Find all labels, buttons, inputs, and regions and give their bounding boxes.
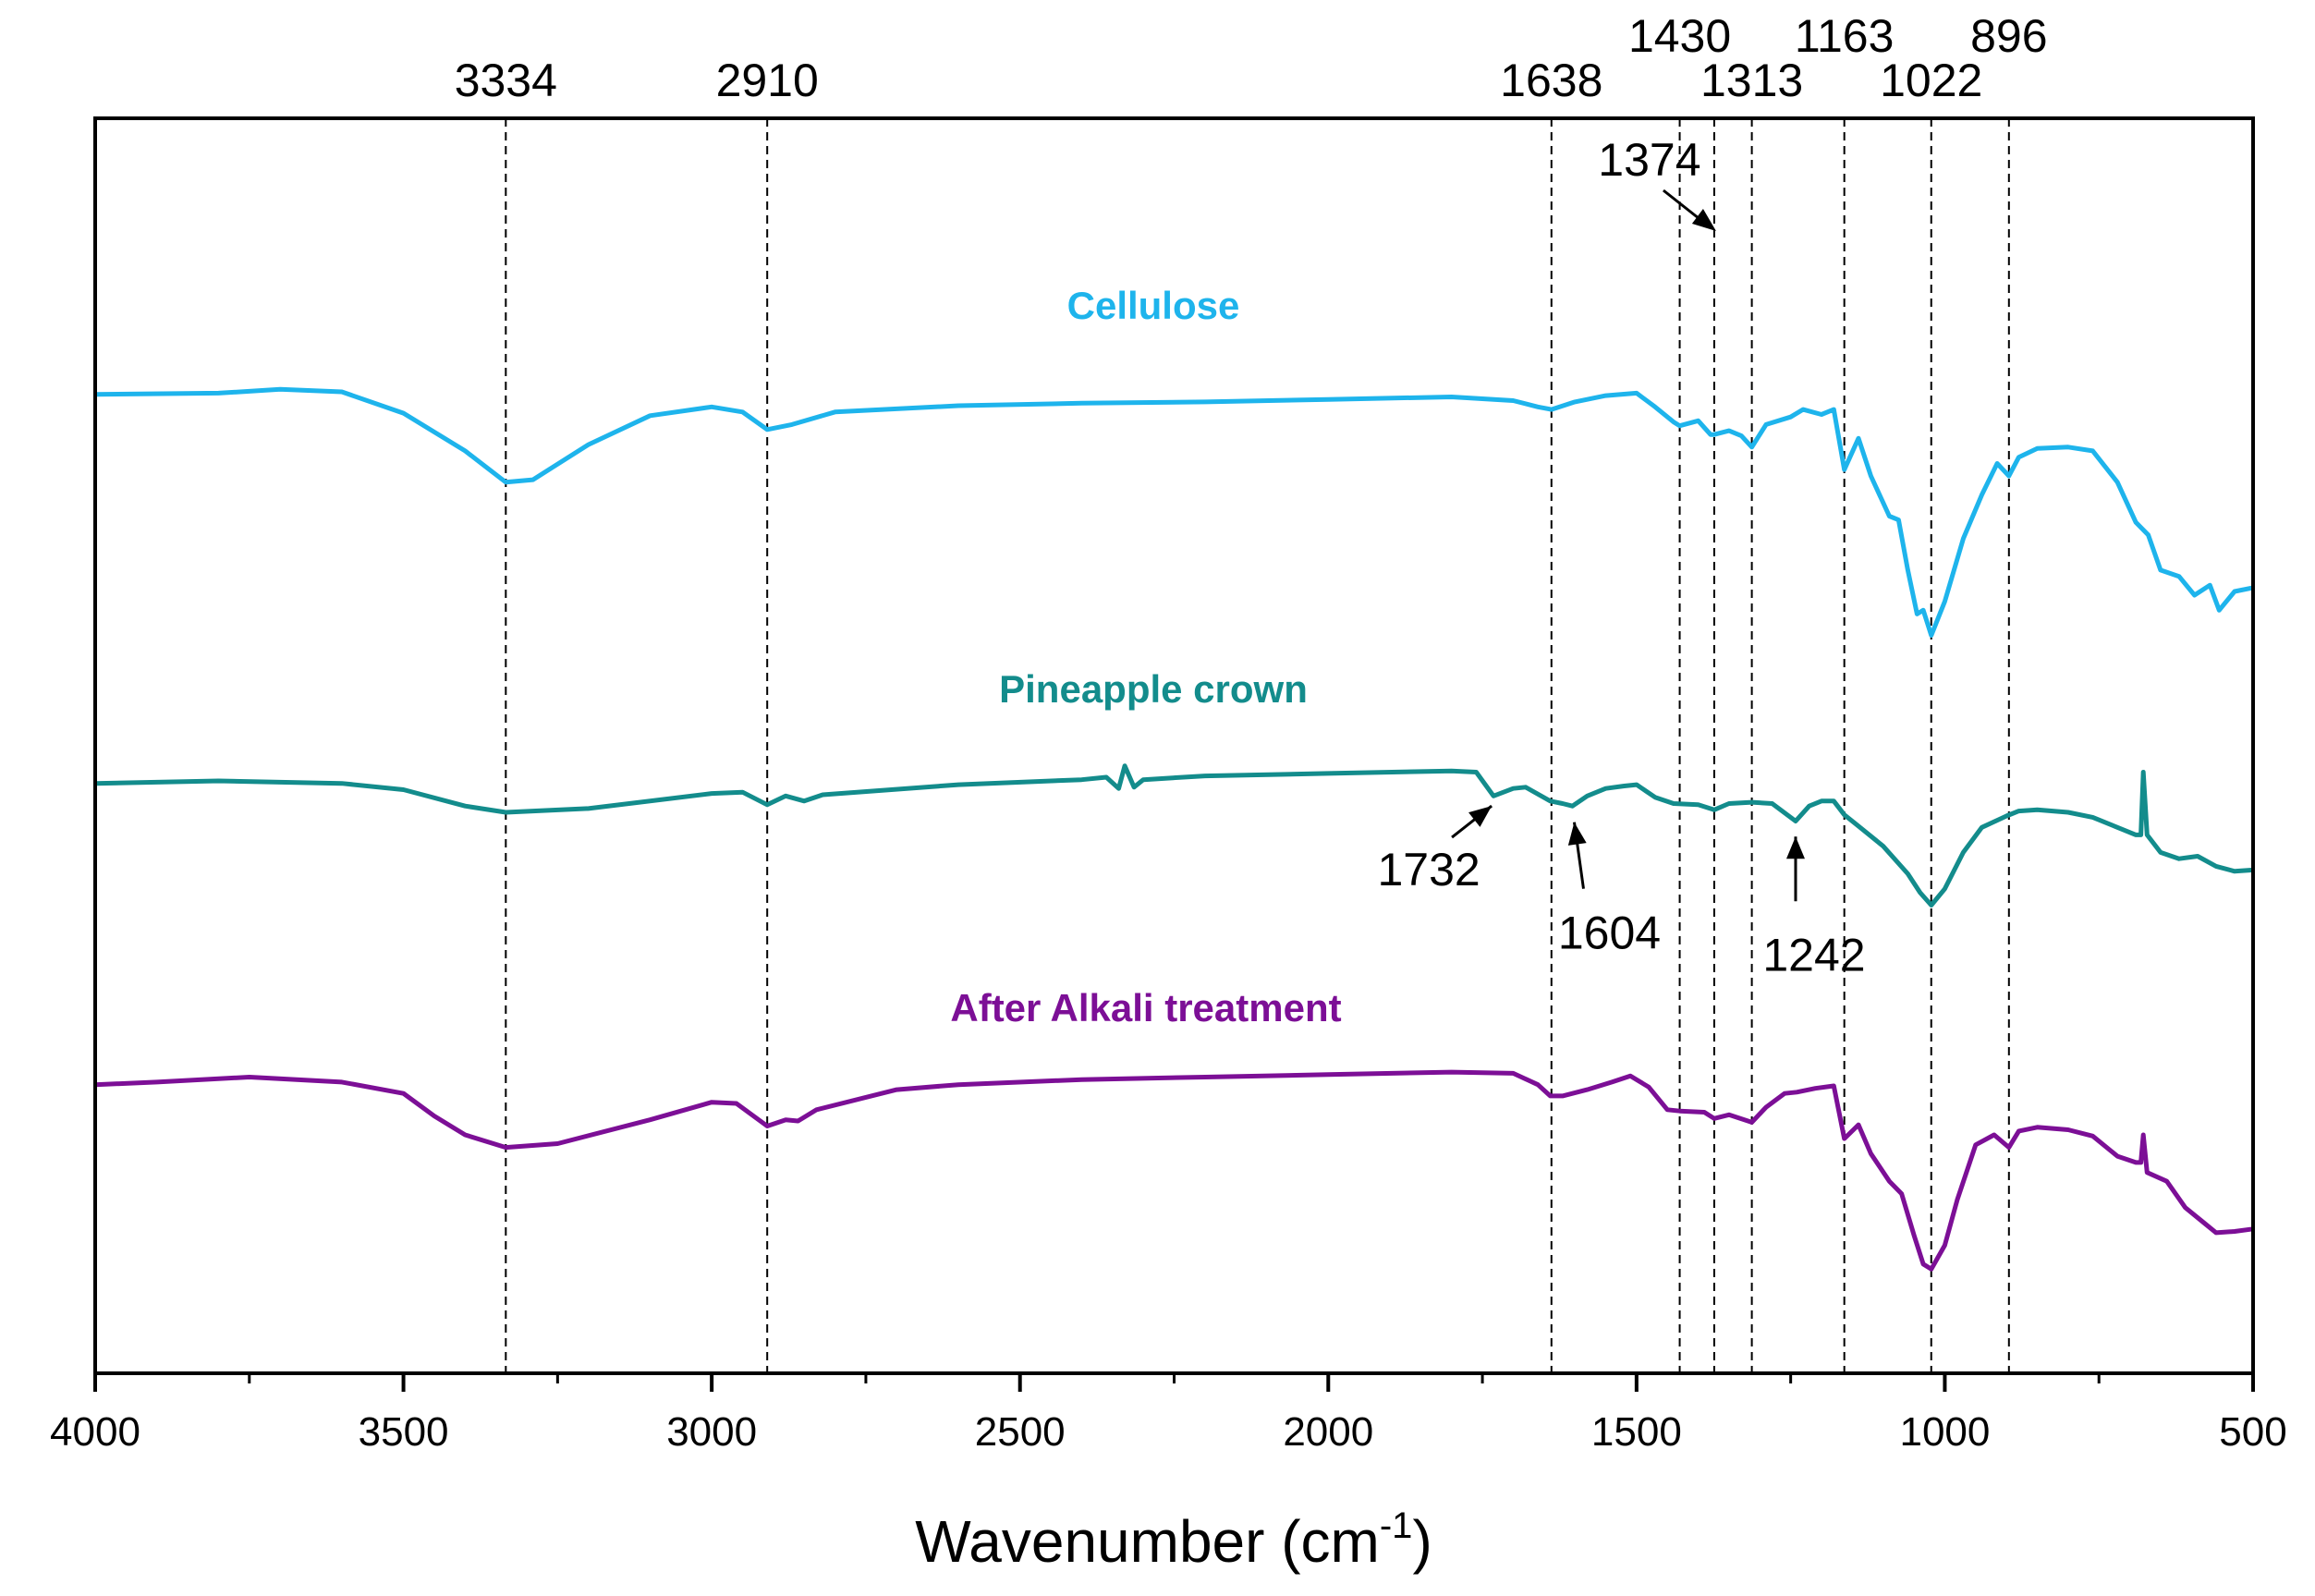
- x-axis-title-text: Wavenumber (cm: [915, 1508, 1380, 1575]
- peak-arrow-shaft-1374: [1662, 189, 1704, 224]
- peak-label-1430: 1430: [1628, 10, 1731, 62]
- annotation-arrow-1732-head: [1468, 806, 1493, 827]
- x-tick-label-1000: 1000: [1899, 1409, 1990, 1455]
- peak-label-1313: 1313: [1700, 55, 1803, 106]
- x-tick-label-2500: 2500: [975, 1409, 1066, 1455]
- series-label-pineapple-crown: Pineapple crown: [999, 667, 1308, 711]
- x-axis-title-superscript: -1: [1380, 1505, 1413, 1546]
- x-axis-title: Wavenumber (cm-1): [915, 1505, 1432, 1575]
- series-label-after-alkali-treatment: After Alkali treatment: [950, 986, 1341, 1029]
- peak-arrow-head-1374: [1691, 209, 1716, 231]
- series-line-pineapple-crown: [94, 763, 2254, 908]
- peak-label-3334: 3334: [455, 55, 557, 106]
- x-tick-label-1500: 1500: [1591, 1409, 1682, 1455]
- peak-label-1022: 1022: [1880, 55, 1982, 106]
- peak-label-2910: 2910: [716, 55, 819, 106]
- x-axis-title-end: ): [1412, 1508, 1432, 1575]
- series-line-cellulose: [94, 386, 2254, 638]
- x-tick-label-2000: 2000: [1283, 1409, 1373, 1455]
- annotation-label-1604: 1604: [1558, 908, 1661, 959]
- peak-label-896: 896: [1970, 10, 2047, 62]
- annotation-label-1732: 1732: [1377, 844, 1480, 895]
- x-tick-label-3000: 3000: [666, 1409, 757, 1455]
- peak-label-1374: 1374: [1598, 134, 1700, 186]
- annotation-arrow-1604-head: [1567, 822, 1587, 846]
- annotation-arrow-1242-head: [1785, 836, 1805, 859]
- annotations: 1732 1604 1242: [1377, 804, 1866, 981]
- series-label-cellulose: Cellulose: [1067, 284, 1240, 327]
- x-tick-label-3500: 3500: [359, 1409, 449, 1455]
- x-axis: 4000 3500 3000 2500 2000 1500 1000 500: [50, 1373, 2287, 1455]
- annotation-label-1242: 1242: [1762, 929, 1865, 981]
- peak-label-1163: 1163: [1795, 10, 1895, 62]
- x-tick-label-500: 500: [2219, 1409, 2286, 1455]
- x-tick-label-4000: 4000: [50, 1409, 140, 1455]
- series-layer: [94, 386, 2254, 1272]
- series-line-after-alkali-treatment: [94, 1069, 2254, 1272]
- peak-label-1638: 1638: [1500, 55, 1602, 106]
